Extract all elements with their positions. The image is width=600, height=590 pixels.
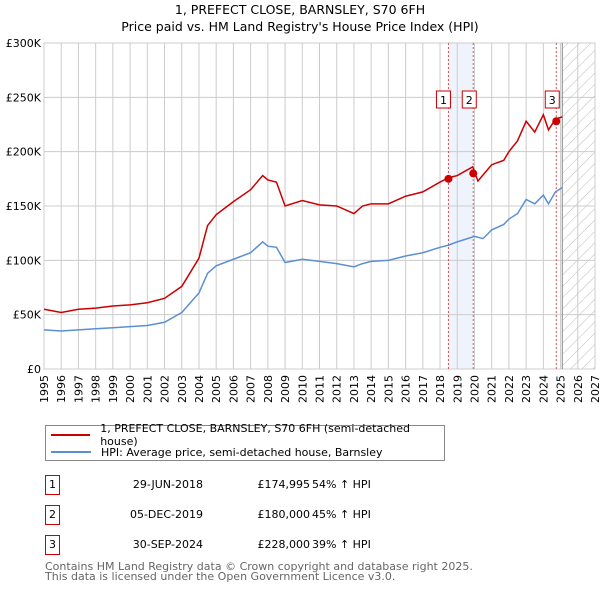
x-tick-label: 1997 [72, 375, 85, 403]
sale-hpi-diff: 39% ↑ HPI [312, 538, 371, 551]
x-tick-label: 2025 [555, 375, 568, 403]
legend-swatch [51, 434, 91, 436]
x-tick-label: 2002 [159, 375, 172, 403]
sale-label-box [544, 90, 560, 109]
x-tick-label: 2020 [468, 375, 481, 403]
y-tick-label: £250K [6, 91, 42, 104]
x-tick-label: 2013 [348, 375, 361, 403]
x-tick-label: 2018 [434, 375, 447, 403]
sale-point [469, 169, 478, 178]
sale-date: 30-SEP-2024 [132, 538, 203, 551]
y-tick-label: £100K [6, 254, 42, 267]
chart-plot: 1995 1996 1997 1998 1999 2000 2001 2002 2003 2004… [6, 37, 600, 403]
x-tick-label: 2022 [503, 375, 516, 403]
sale-row: 2 05-DEC-2019 £180,000 45% ↑ HPI [45, 505, 485, 525]
x-tick-label: 2014 [365, 375, 378, 403]
y-tick-label: £200K [6, 146, 42, 159]
x-tick-label: 1996 [55, 375, 68, 403]
legend-label: HPI: Average price, semi-detached house,… [101, 445, 383, 459]
footer-licence: This data is licensed under the Open Gov… [45, 570, 396, 583]
x-tick-label: 2019 [451, 375, 464, 403]
sale-row: 1 29-JUN-2018 £174,995 54% ↑ HPI [45, 475, 485, 495]
x-tick-label: 1999 [107, 375, 120, 403]
sale-row: 3 30-SEP-2024 £228,000 39% ↑ HPI [45, 535, 485, 555]
x-tick-label: 1998 [90, 375, 103, 403]
x-tick-label: 2023 [520, 375, 533, 403]
sale-price: £174,995 [257, 478, 311, 491]
sale-hpi-diff: 54% ↑ HPI [312, 478, 371, 491]
x-tick-label: 2024 [537, 375, 550, 403]
sale-label-box [435, 90, 451, 109]
x-tick-label: 2016 [400, 375, 413, 403]
y-tick-label: £0 [27, 363, 41, 376]
chart-subtitle: Price paid vs. HM Land Registry's House … [121, 19, 479, 34]
legend-label: 1, PREFECT CLOSE, BARNSLEY, S70 6FH (sem… [100, 422, 410, 448]
x-tick-label: 2008 [262, 375, 275, 403]
x-tick-label: 1995 [38, 375, 51, 403]
x-tick-label: 2017 [417, 375, 430, 403]
legend-swatch [51, 451, 91, 453]
sale-point [444, 174, 453, 183]
y-tick-label: £150K [6, 200, 42, 213]
sale-label: 2 [466, 94, 473, 107]
legend-item-property: 1, PREFECT CLOSE, BARNSLEY, S70 6FH (sem… [51, 422, 444, 448]
sale-date: 05-DEC-2019 [129, 508, 203, 521]
legend: 1, PREFECT CLOSE, BARNSLEY, S70 6FH (sem… [45, 422, 445, 461]
x-tick-label: 2027 [589, 375, 600, 403]
y-tick-label: £300K [6, 37, 42, 50]
x-tick-label: 2003 [176, 375, 189, 403]
sale-number-badge: 1 [45, 475, 60, 495]
sale-label: 3 [549, 94, 556, 107]
sale-date: 29-JUN-2018 [132, 478, 203, 491]
sale-hpi-diff: 45% ↑ HPI [312, 508, 371, 521]
x-tick-label: 2006 [227, 375, 240, 403]
x-tick-label: 2005 [210, 375, 223, 403]
chart-title: 1, PREFECT CLOSE, BARNSLEY, S70 6FH [174, 2, 426, 17]
sale-label-box [461, 90, 477, 109]
x-tick-label: 2012 [331, 375, 344, 403]
x-tick-label: 2009 [279, 375, 292, 403]
sale-price: £180,000 [257, 508, 311, 521]
x-tick-label: 2000 [124, 375, 137, 403]
sale-label: 1 [440, 94, 447, 107]
legend-item-hpi: HPI: Average price, semi-detached house,… [51, 444, 383, 460]
footer-copyright: Contains HM Land Registry data © Crown c… [45, 560, 473, 573]
x-tick-label: 2026 [572, 375, 585, 403]
x-tick-label: 2021 [486, 375, 499, 403]
sale-number-badge: 2 [45, 505, 60, 525]
x-tick-label: 2004 [193, 375, 206, 403]
hpi-line [43, 186, 563, 332]
sale-point [552, 117, 561, 126]
y-tick-label: £50K [13, 309, 42, 322]
x-tick-label: 2010 [296, 375, 309, 403]
x-tick-label: 2011 [314, 375, 327, 403]
plot-frame [43, 42, 596, 370]
sale-price: £228,000 [257, 538, 311, 551]
x-tick-label: 2015 [382, 375, 395, 403]
x-tick-label: 2007 [245, 375, 258, 403]
sale-number-badge: 3 [45, 535, 60, 555]
x-tick-label: 2001 [141, 375, 154, 403]
property-price-line [43, 112, 563, 314]
